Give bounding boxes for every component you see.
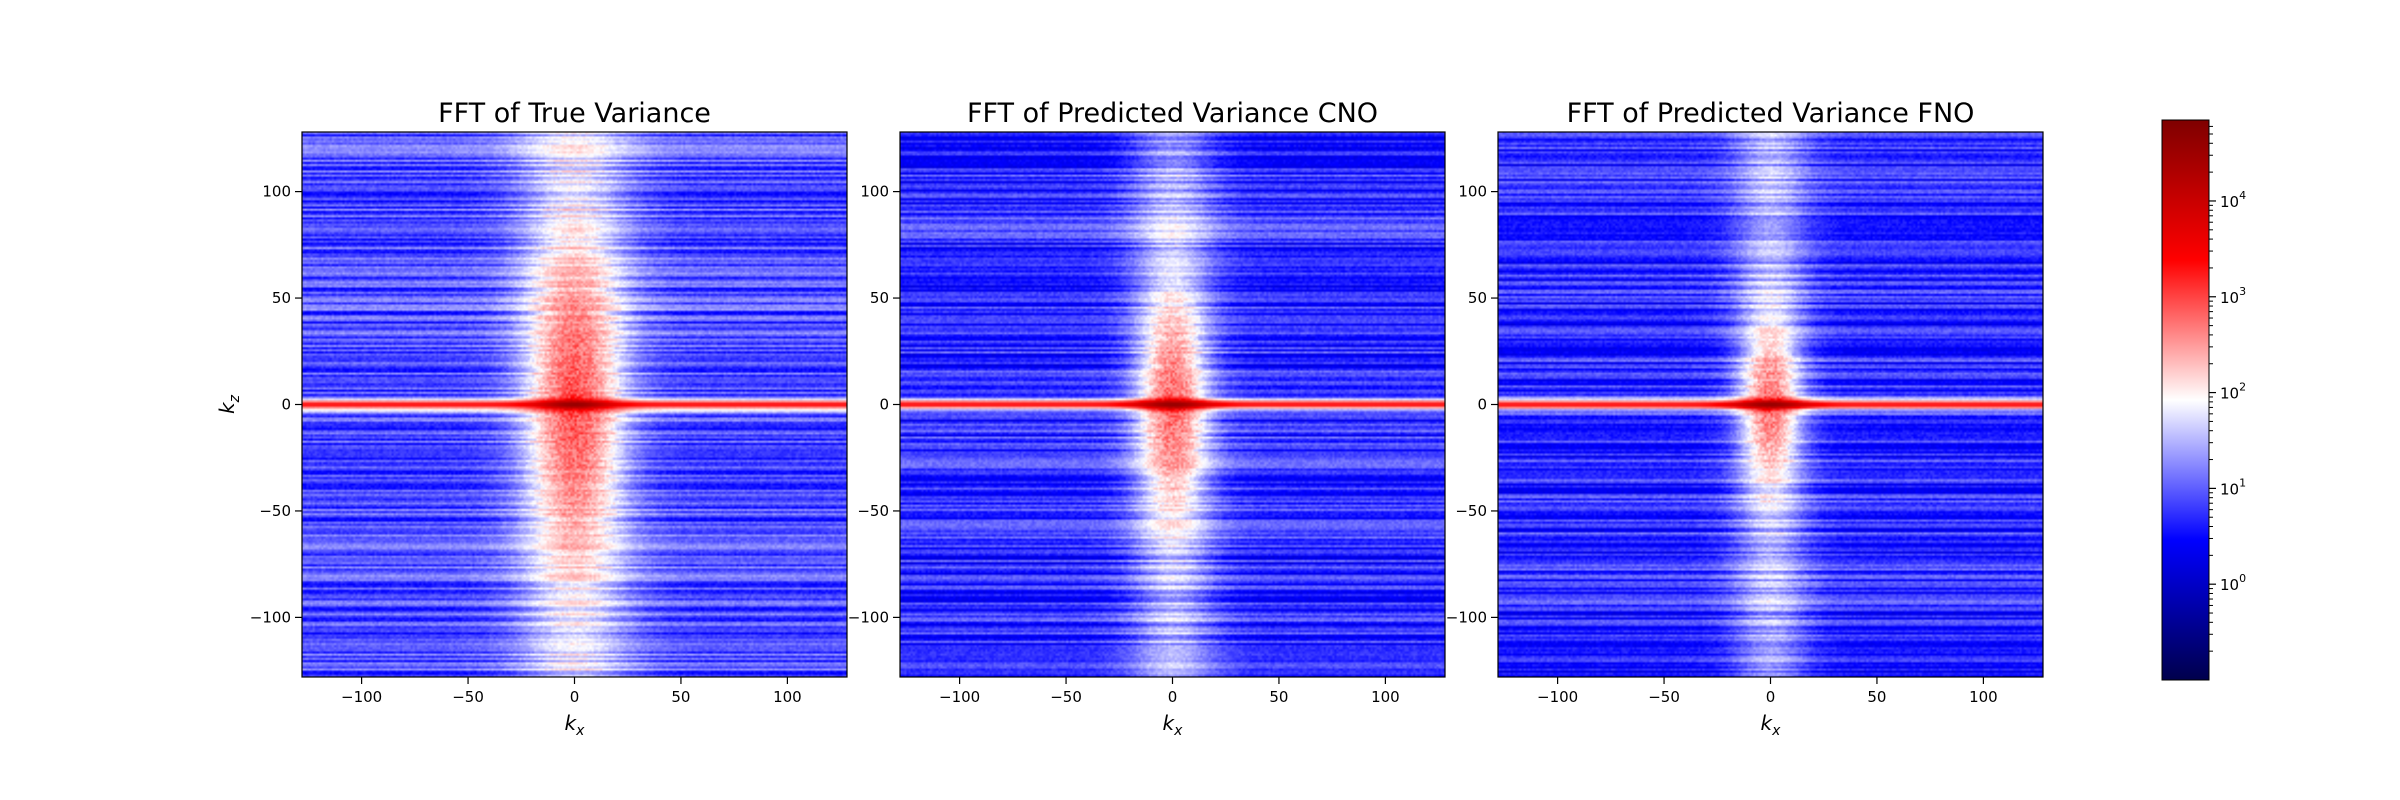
y-tick-label: 50 bbox=[1468, 289, 1487, 307]
heatmap-image bbox=[1498, 132, 2043, 677]
y-tick-label: 100 bbox=[262, 183, 291, 201]
x-tick-label: −100 bbox=[1537, 688, 1578, 706]
x-tick-label: 50 bbox=[1269, 688, 1288, 706]
colorbar-tick-label: 100 bbox=[2220, 572, 2246, 594]
panel-title: FFT of Predicted Variance CNO bbox=[967, 98, 1378, 129]
x-tick-label: 0 bbox=[1766, 688, 1776, 706]
y-tick-label: −100 bbox=[1446, 608, 1487, 626]
y-tick-label: 100 bbox=[860, 183, 889, 201]
heatmap-panel-2: FFT of Predicted Variance CNO −100 −50 0 50 1… bbox=[848, 98, 1446, 739]
x-tick-label: 0 bbox=[1168, 688, 1178, 706]
y-tick-label: −50 bbox=[857, 502, 889, 520]
colorbar-tick-label: 104 bbox=[2220, 189, 2246, 211]
x-tick-label: 0 bbox=[570, 688, 580, 706]
y-tick-label: −50 bbox=[259, 502, 291, 520]
colorbar: 100 101 102 103 104 bbox=[2161, 119, 2246, 681]
y-tick-label: −100 bbox=[848, 608, 889, 626]
y-tick-label: 100 bbox=[1458, 183, 1487, 201]
x-tick-label: 100 bbox=[773, 688, 802, 706]
panel-title: FFT of True Variance bbox=[438, 98, 711, 129]
x-tick-label: 50 bbox=[671, 688, 690, 706]
colorbar-tick-label: 102 bbox=[2220, 381, 2246, 403]
colorbar-tick-label: 103 bbox=[2220, 285, 2246, 307]
y-tick-label: −100 bbox=[250, 608, 291, 626]
y-tick-label: 0 bbox=[281, 396, 291, 414]
x-tick-label: −100 bbox=[341, 688, 382, 706]
x-tick-label: −100 bbox=[939, 688, 980, 706]
x-tick-label: −50 bbox=[1050, 688, 1082, 706]
x-tick-label: −50 bbox=[1648, 688, 1680, 706]
y-axis-label: kz bbox=[215, 394, 243, 414]
y-tick-label: 0 bbox=[879, 396, 889, 414]
heatmap-image bbox=[900, 132, 1445, 677]
heatmap-panel-1: FFT of True Variance −100 −50 0 50 100 −100 −50… bbox=[215, 98, 848, 739]
heatmap-panel-3: FFT of Predicted Variance FNO −100 −50 0 50 1… bbox=[1446, 98, 2044, 739]
x-axis-label: kx bbox=[1163, 711, 1184, 739]
x-axis-label: kx bbox=[565, 711, 586, 739]
colorbar-gradient bbox=[2161, 119, 2210, 681]
x-tick-label: −50 bbox=[452, 688, 484, 706]
y-tick-label: 50 bbox=[870, 289, 889, 307]
y-tick-label: 50 bbox=[272, 289, 291, 307]
colorbar-tick-label: 101 bbox=[2220, 476, 2246, 498]
x-tick-label: 50 bbox=[1867, 688, 1886, 706]
x-tick-label: 100 bbox=[1969, 688, 1998, 706]
y-tick-label: 0 bbox=[1477, 396, 1487, 414]
x-tick-label: 100 bbox=[1371, 688, 1400, 706]
y-tick-label: −50 bbox=[1455, 502, 1487, 520]
heatmap-image bbox=[302, 132, 847, 677]
x-axis-label: kx bbox=[1761, 711, 1782, 739]
panel-title: FFT of Predicted Variance FNO bbox=[1567, 98, 1975, 129]
